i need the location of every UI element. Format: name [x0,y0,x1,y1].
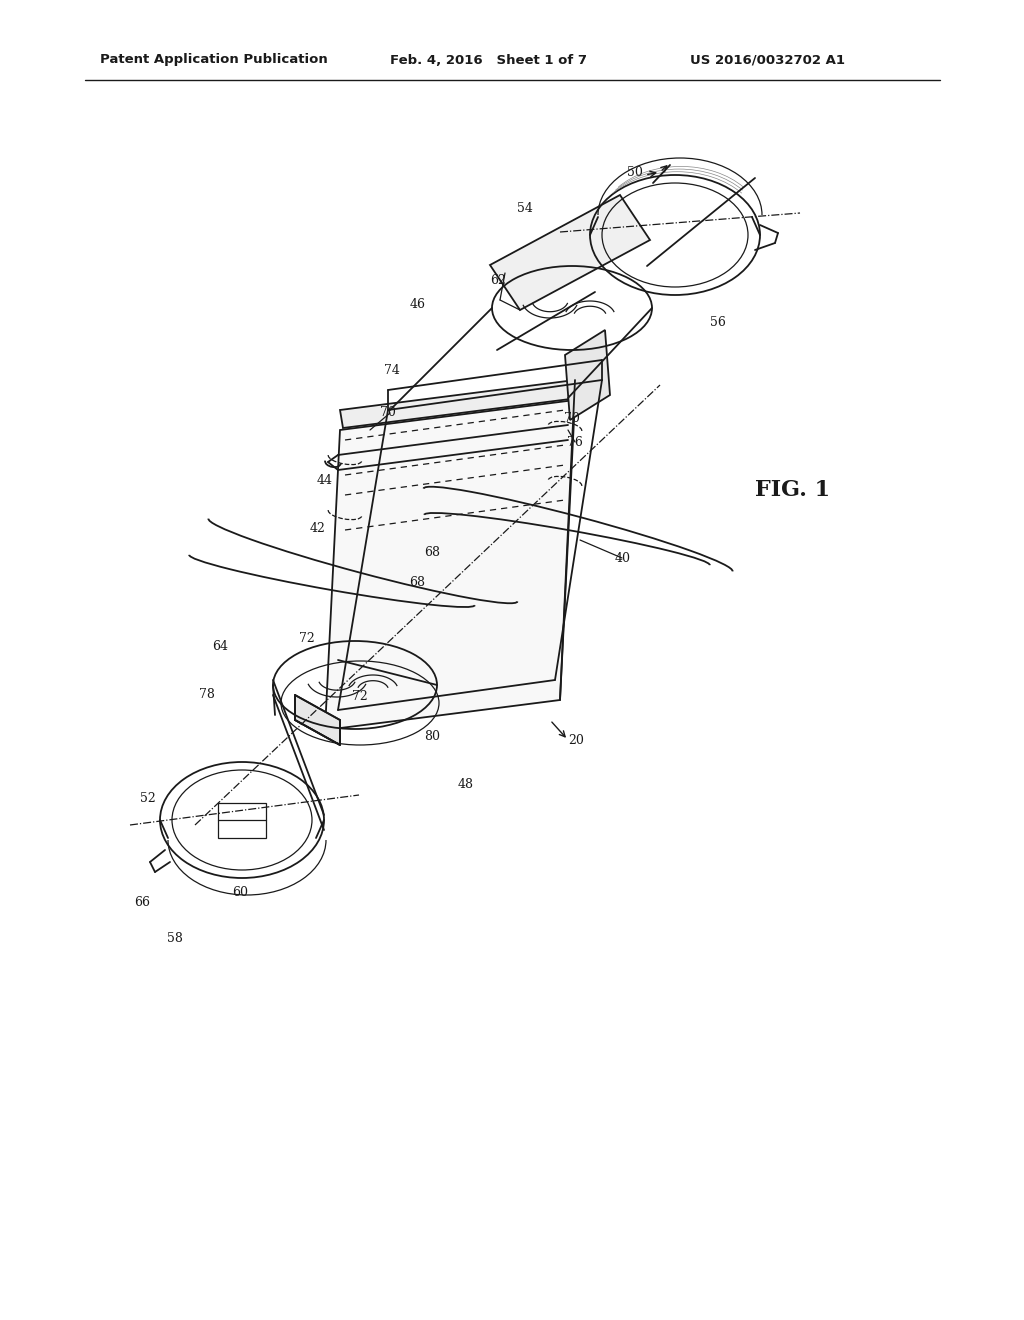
Text: 68: 68 [424,546,440,560]
Text: 72: 72 [352,690,368,704]
Text: 20: 20 [568,734,584,747]
Text: 60: 60 [232,886,248,899]
Text: 76: 76 [567,436,583,449]
Text: 46: 46 [410,298,426,312]
Text: 74: 74 [384,363,400,376]
Text: Patent Application Publication: Patent Application Publication [100,54,328,66]
Text: 52: 52 [140,792,156,804]
Text: 58: 58 [167,932,183,945]
Text: 48: 48 [458,777,474,791]
Polygon shape [565,330,610,420]
Text: 78: 78 [199,688,215,701]
Text: 44: 44 [317,474,333,487]
Text: 70: 70 [380,407,396,420]
Text: 70: 70 [564,412,580,425]
Text: 64: 64 [212,640,228,653]
Text: 40: 40 [615,552,631,565]
Text: 50: 50 [627,165,643,178]
Text: 66: 66 [134,895,150,908]
Text: 80: 80 [424,730,440,743]
Text: 62: 62 [490,273,506,286]
Text: 72: 72 [299,631,314,644]
Polygon shape [490,195,650,310]
Text: 56: 56 [710,315,726,329]
Text: FIG. 1: FIG. 1 [755,479,830,502]
Polygon shape [340,380,578,428]
Text: 42: 42 [310,521,326,535]
Text: Feb. 4, 2016   Sheet 1 of 7: Feb. 4, 2016 Sheet 1 of 7 [390,54,587,66]
Polygon shape [295,696,340,744]
Polygon shape [325,400,575,730]
Text: 68: 68 [409,576,425,589]
Text: US 2016/0032702 A1: US 2016/0032702 A1 [690,54,845,66]
Text: 54: 54 [517,202,532,214]
